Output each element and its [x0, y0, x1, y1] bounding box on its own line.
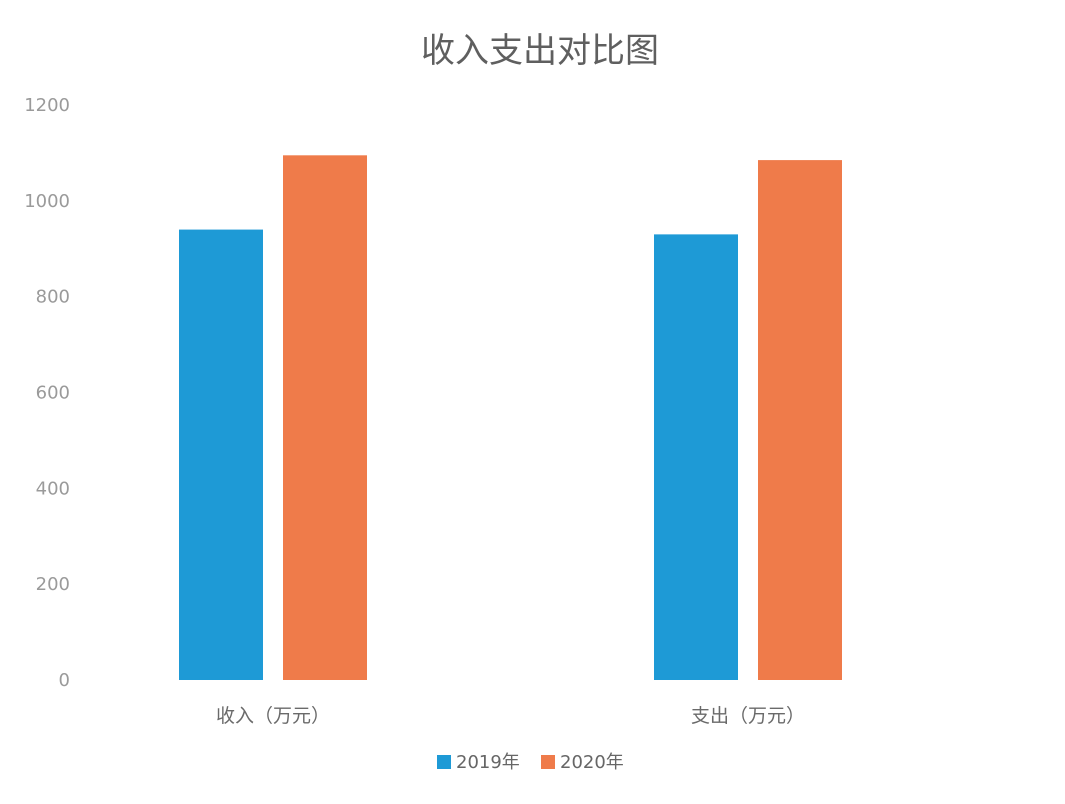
y-axis: 0 200 400 600 800 1000 1200	[24, 95, 70, 691]
y-tick-label: 0	[59, 670, 70, 691]
y-tick-label: 600	[36, 383, 70, 404]
bar-2020年-0	[283, 155, 367, 680]
y-tick-label: 800	[36, 287, 70, 308]
x-tick-label: 收入（万元）	[216, 705, 330, 727]
legend: 2019年 2020年	[437, 752, 624, 773]
bar-2019年-0	[179, 229, 263, 681]
y-tick-label: 200	[36, 574, 70, 595]
y-tick-label: 1000	[24, 191, 70, 212]
y-tick-label: 1200	[24, 95, 70, 116]
legend-label: 2020年	[560, 752, 624, 773]
legend-swatch	[541, 755, 555, 769]
bar-2019年-1	[654, 234, 738, 680]
legend-swatch	[437, 755, 451, 769]
legend-label: 2019年	[456, 752, 520, 773]
bar-2020年-1	[758, 160, 842, 680]
x-axis: 收入（万元） 支出（万元）	[216, 705, 805, 727]
x-tick-label: 支出（万元）	[691, 705, 805, 727]
chart-title: 收入支出对比图	[421, 31, 659, 71]
y-tick-label: 400	[36, 478, 70, 499]
bar-group	[179, 155, 842, 681]
